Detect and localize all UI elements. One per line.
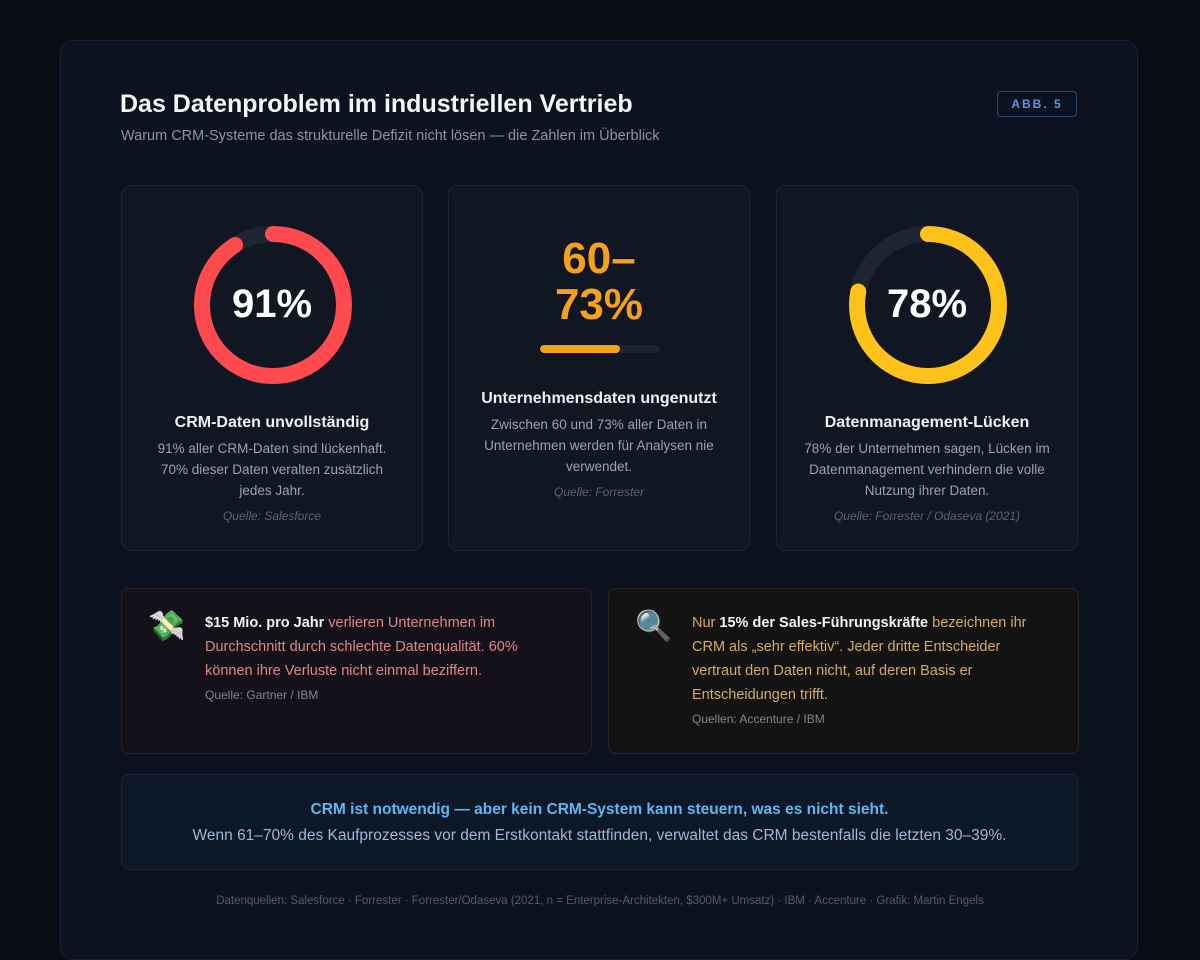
info-source: Quelle: Gartner / IBM	[205, 688, 319, 702]
info-text: $15 Mio. pro Jahr verlieren Unternehmen …	[205, 611, 551, 683]
info-card-cost: 💸 $15 Mio. pro Jahr verlieren Unternehme…	[121, 588, 592, 754]
figure-badge: ABB. 5	[997, 91, 1077, 117]
stat-card-unused-data: 60– 73% Unternehmensdaten ungenutzt Zwis…	[448, 185, 750, 551]
stat-value-range: 60– 73%	[449, 236, 749, 328]
footer-sources: Datenquellen: Salesforce · Forrester · F…	[216, 895, 984, 907]
stat-card-crm-data: 91% CRM-Daten unvollständig 91% aller CR…	[121, 185, 423, 551]
range-bar-fill	[540, 345, 621, 353]
info-body: bezeichnen ihr CRM als „sehr effektiv“. …	[692, 615, 1027, 703]
range-bar	[540, 345, 660, 353]
ring-progress-arc	[849, 226, 1007, 384]
progress-ring	[194, 226, 352, 384]
stat-title: Datenmanagement-Lücken	[824, 414, 1030, 431]
page-subtitle: Warum CRM-Systeme das strukturelle Defiz…	[121, 128, 660, 144]
info-card-effectiveness: 🔍 Nur 15% der Sales-Führungskräfte bezei…	[608, 588, 1079, 754]
info-body: verlieren Unternehmen im Durchschnitt du…	[205, 615, 518, 679]
info-text: Nur 15% der Sales-Führungskräfte bezeich…	[692, 611, 1038, 707]
stat-source: Quelle: Forrester / Odaseva (2021)	[833, 509, 1021, 523]
ring-progress-arc	[194, 226, 352, 384]
stat-source: Quelle: Salesforce	[222, 509, 322, 523]
stat-description: 91% aller CRM-Daten sind lückenhaft. 70%…	[157, 441, 387, 498]
info-source: Quellen: Accenture / IBM	[692, 712, 825, 726]
stat-description: 78% der Unternehmen sagen, Lücken im Dat…	[804, 441, 1050, 498]
progress-ring	[849, 226, 1007, 384]
info-prefix: Nur	[692, 615, 720, 631]
stat-value: 78%	[886, 282, 968, 326]
stat-description: Zwischen 60 und 73% aller Daten in Unter…	[484, 417, 714, 474]
info-highlight: 15% der Sales-Führungskräfte	[719, 615, 929, 631]
stat-title: CRM-Daten unvollständig	[174, 414, 370, 431]
conclusion-callout: CRM ist notwendig — aber kein CRM-System…	[121, 774, 1078, 870]
stat-source: Quelle: Forrester	[553, 485, 645, 499]
page-title: Das Datenproblem im industriellen Vertri…	[120, 90, 633, 118]
callout-body: Wenn 61–70% des Kaufprozesses vor dem Er…	[192, 827, 1007, 844]
info-highlight: $15 Mio. pro Jahr	[205, 615, 325, 631]
stat-value-line2: 73%	[554, 280, 644, 329]
stat-value-line1: 60–	[562, 234, 636, 283]
money-with-wings-icon: 💸	[148, 610, 186, 643]
magnifying-glass-icon: 🔍	[635, 610, 673, 643]
stat-value: 91%	[231, 282, 313, 326]
stat-title: Unternehmensdaten ungenutzt	[481, 390, 717, 407]
stat-card-data-management: 78% Datenmanagement-Lücken 78% der Unter…	[776, 185, 1078, 551]
callout-headline: CRM ist notwendig — aber kein CRM-System…	[310, 801, 889, 818]
